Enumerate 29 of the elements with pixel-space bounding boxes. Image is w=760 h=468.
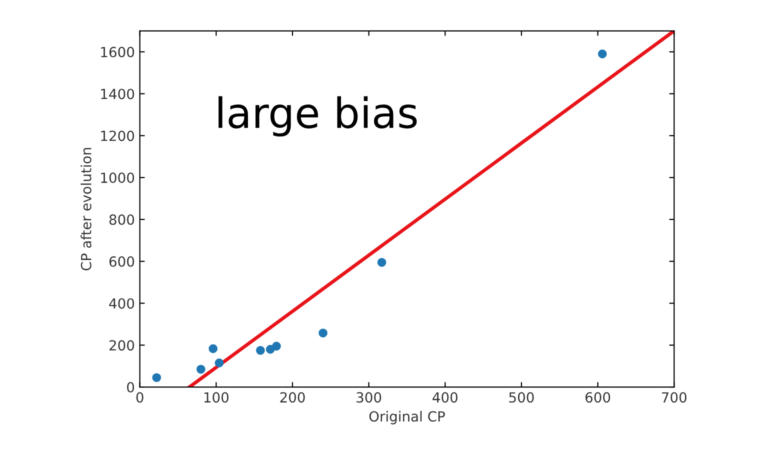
y-tick-label: 0 <box>127 382 134 393</box>
x-tick-label: 100 <box>204 392 228 403</box>
y-axis-title: CP after evolution <box>80 148 92 270</box>
x-tick-label: 300 <box>356 392 382 403</box>
y-tick-label: 1400 <box>101 88 134 100</box>
point <box>377 258 386 267</box>
y-tick-label: 1000 <box>101 172 134 184</box>
annotation: large bias <box>218 96 417 137</box>
y-tick-label: 600 <box>109 256 134 267</box>
point <box>272 342 281 351</box>
y-tick-label: 1200 <box>101 130 134 142</box>
y-tick-label: 1600 <box>101 46 134 58</box>
point <box>152 373 162 382</box>
point <box>318 328 328 338</box>
x-tick-label: 0 <box>136 392 144 403</box>
y-tick-label: 200 <box>109 340 134 351</box>
y-tick-label: 400 <box>109 298 134 309</box>
x-axis-title: Original CP <box>369 410 445 424</box>
x-tick-label: 400 <box>432 392 458 403</box>
y-tick-label: 800 <box>109 214 134 225</box>
x-tick-label: 200 <box>280 392 305 403</box>
x-tick-label: 700 <box>662 392 686 403</box>
x-tick-label: 600 <box>586 392 610 403</box>
x-tick-label: 500 <box>509 392 534 403</box>
point <box>196 364 206 374</box>
point <box>256 346 265 355</box>
point <box>208 344 218 354</box>
point <box>598 50 607 58</box>
point <box>214 358 224 368</box>
